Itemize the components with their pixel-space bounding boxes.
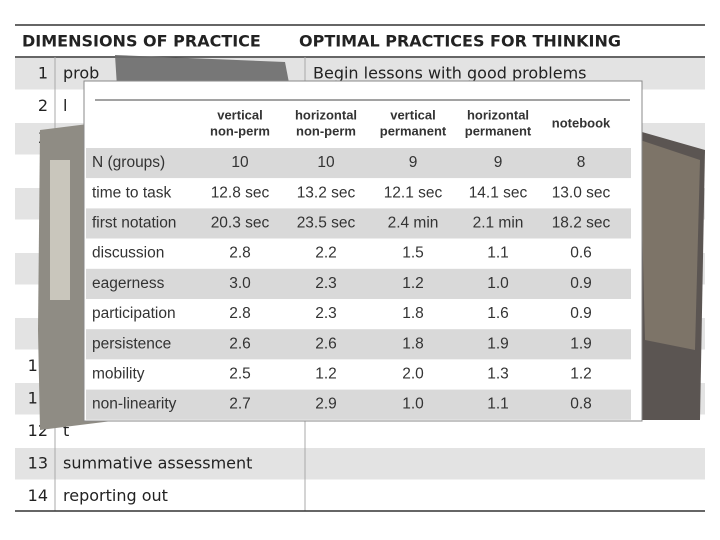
photo-detail <box>640 140 700 350</box>
cell: 12.8 sec <box>211 184 270 201</box>
cell: 18.2 sec <box>552 214 611 231</box>
cell: 3.0 <box>229 275 251 292</box>
row-band <box>86 178 631 209</box>
cell: 2.0 <box>402 365 424 382</box>
row-band <box>86 329 631 360</box>
cell: 1.0 <box>402 396 424 413</box>
column-header: notebook <box>552 115 611 130</box>
cell: 1.6 <box>487 305 509 322</box>
cell: 1.3 <box>487 365 509 382</box>
column-header: vertical <box>217 107 263 122</box>
row-label: N (groups) <box>92 154 165 171</box>
row-label: persistence <box>92 335 171 352</box>
cell: 13.0 sec <box>552 184 611 201</box>
practice: reporting out <box>63 486 168 505</box>
row-band <box>86 389 631 420</box>
cell: 10 <box>231 154 249 171</box>
row-label: discussion <box>92 245 164 262</box>
row-band <box>15 448 705 481</box>
column-header: non-perm <box>210 123 270 138</box>
cell: 1.2 <box>315 365 337 382</box>
cell: 2.7 <box>229 396 251 413</box>
optimal-practice: Begin lessons with good problems <box>313 64 587 83</box>
row-band <box>86 208 631 239</box>
cell: 2.6 <box>229 335 251 352</box>
row-band <box>86 268 631 299</box>
row-label: first notation <box>92 214 176 231</box>
cell: 8 <box>577 154 586 171</box>
cell: 9 <box>494 154 503 171</box>
practice: t <box>63 421 69 440</box>
column-header: permanent <box>380 123 447 138</box>
cell: 0.9 <box>570 305 592 322</box>
row-number: 13 <box>28 454 48 473</box>
cell: 2.2 <box>315 245 337 262</box>
cell: 0.9 <box>570 275 592 292</box>
cell: 2.6 <box>315 335 337 352</box>
cell: 1.1 <box>487 396 509 413</box>
cell: 1.2 <box>570 365 592 382</box>
cell: 2.5 <box>229 365 251 382</box>
row-band <box>86 148 631 179</box>
cell: 2.4 min <box>388 214 439 231</box>
cell: 23.5 sec <box>297 214 356 231</box>
front-table: verticalnon-permhorizontalnon-permvertic… <box>86 107 631 420</box>
cell: 12.1 sec <box>384 184 443 201</box>
column-header: DIMENSIONS OF PRACTICE <box>22 32 261 51</box>
column-header: non-perm <box>296 123 356 138</box>
cell: 14.1 sec <box>469 184 528 201</box>
cell: 0.8 <box>570 396 592 413</box>
row-band <box>86 238 631 269</box>
cell: 2.9 <box>315 396 337 413</box>
cell: 2.3 <box>315 305 337 322</box>
row-label: non-linearity <box>92 396 177 413</box>
cell: 2.3 <box>315 275 337 292</box>
cell: 2.8 <box>229 245 251 262</box>
photo-detail <box>50 160 70 300</box>
cell: 1.2 <box>402 275 424 292</box>
cell: 13.2 sec <box>297 184 356 201</box>
row-label: eagerness <box>92 275 165 292</box>
row-band <box>86 359 631 390</box>
practice: prob <box>63 64 99 83</box>
row-label: mobility <box>92 365 145 382</box>
cell: 1.8 <box>402 305 424 322</box>
cell: 1.0 <box>487 275 509 292</box>
practice: summative assessment <box>63 454 252 473</box>
row-number: 14 <box>28 486 48 505</box>
cell: 1.5 <box>402 245 424 262</box>
cell: 1.8 <box>402 335 424 352</box>
cell: 10 <box>317 154 335 171</box>
cell: 1.1 <box>487 245 509 262</box>
cell: 1.9 <box>570 335 592 352</box>
cell: 2.8 <box>229 305 251 322</box>
row-band <box>86 299 631 330</box>
cell: 2.1 min <box>473 214 524 231</box>
row-label: participation <box>92 305 176 322</box>
column-header: horizontal <box>467 107 529 122</box>
column-header: permanent <box>465 123 532 138</box>
cell: 0.6 <box>570 245 592 262</box>
column-header: horizontal <box>295 107 357 122</box>
cell: 20.3 sec <box>211 214 270 231</box>
row-label: time to task <box>92 184 171 201</box>
practice: l <box>63 96 67 115</box>
cell: 1.9 <box>487 335 509 352</box>
row-number: 1 <box>38 64 48 83</box>
cell: 9 <box>409 154 418 171</box>
row-number: 2 <box>38 96 48 115</box>
column-header: OPTIMAL PRACTICES FOR THINKING <box>299 32 621 51</box>
column-header: vertical <box>390 107 436 122</box>
